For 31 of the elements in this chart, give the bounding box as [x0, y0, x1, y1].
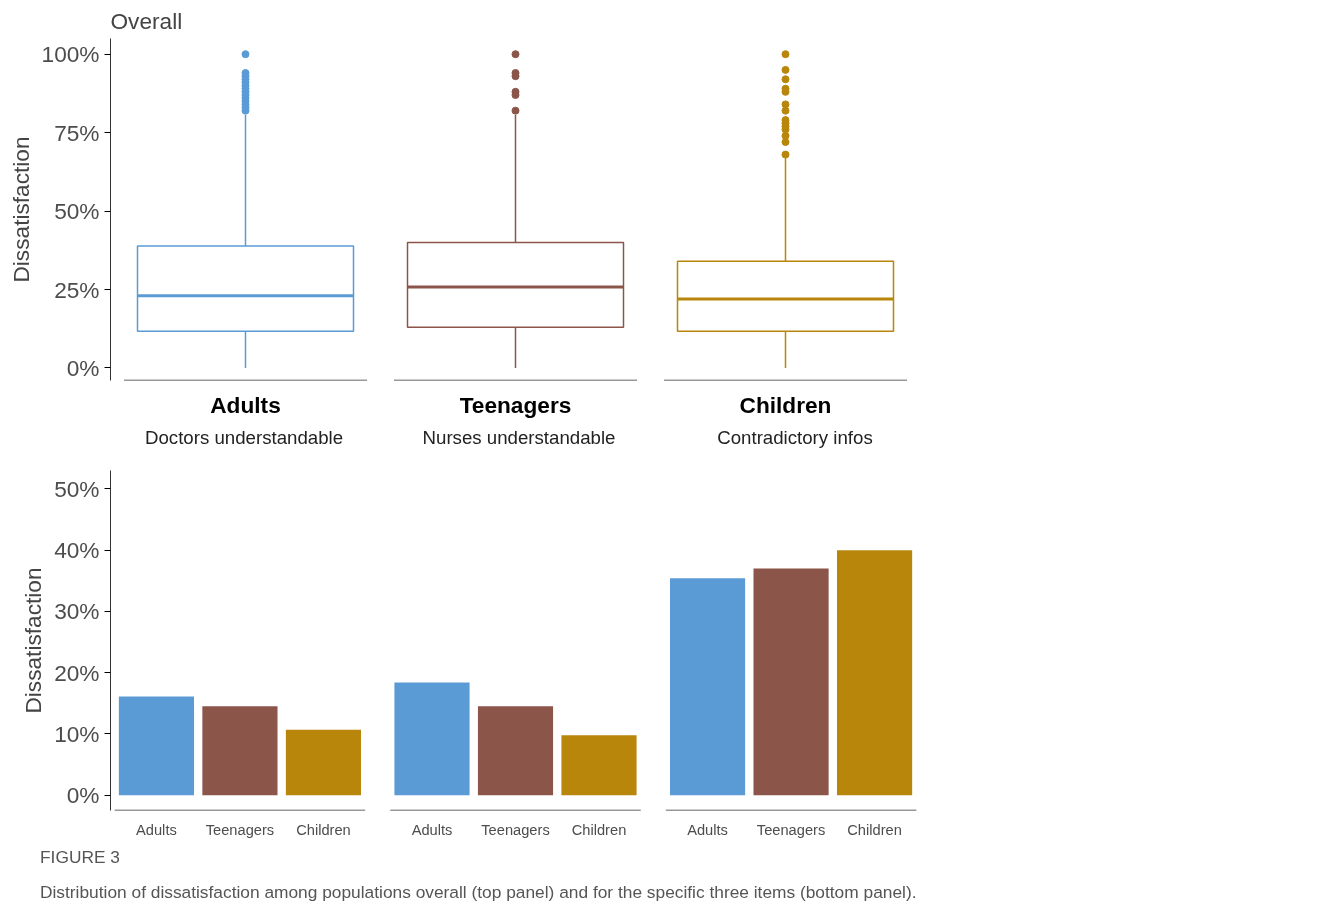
x-tick-label: Children: [847, 821, 902, 838]
x-tick-label: Teenagers: [756, 821, 826, 838]
x-tick-label: Children: [571, 821, 627, 838]
text: Nurses understandable: [421, 426, 617, 450]
y-tick-label: 0%: [66, 782, 100, 809]
x-tick-label: Adults: [136, 821, 177, 838]
y-tick-label: 100%: [41, 41, 100, 68]
x-tick-label: Adults: [411, 821, 453, 838]
y-tick-label: 75%: [54, 119, 100, 146]
y-tick-label: 10%: [54, 720, 100, 747]
chart-title: Overall: [110, 7, 183, 34]
y-axis-title: Dissatisfaction: [7, 136, 34, 283]
text: Doctors understandable: [143, 426, 345, 450]
x-tick-label: Adults: [210, 391, 281, 418]
y-tick-label: 25%: [54, 276, 100, 303]
y-axis-title: Dissatisfaction: [20, 567, 47, 714]
y-tick-label: 0%: [66, 354, 100, 381]
y-tick-label: 50%: [54, 475, 100, 502]
y-tick-label: 40%: [54, 537, 100, 564]
y-tick-label: 20%: [54, 659, 100, 686]
x-tick-label: Children: [739, 391, 832, 418]
y-tick-label: 50%: [54, 198, 100, 225]
y-tick-label: 30%: [54, 598, 100, 625]
text: Distribution of dissatisfaction among populations overall (top panel) and for the specific three items (bottom panel).: [40, 880, 917, 904]
text: Contradictory infos: [716, 426, 874, 450]
x-tick-label: Teenagers: [205, 821, 275, 838]
caption: FIGURE 3: [40, 846, 120, 869]
x-tick-label: Adults: [687, 821, 728, 838]
x-tick-label: Teenagers: [481, 821, 550, 838]
x-tick-label: Teenagers: [459, 391, 572, 418]
x-tick-label: Children: [296, 821, 351, 838]
